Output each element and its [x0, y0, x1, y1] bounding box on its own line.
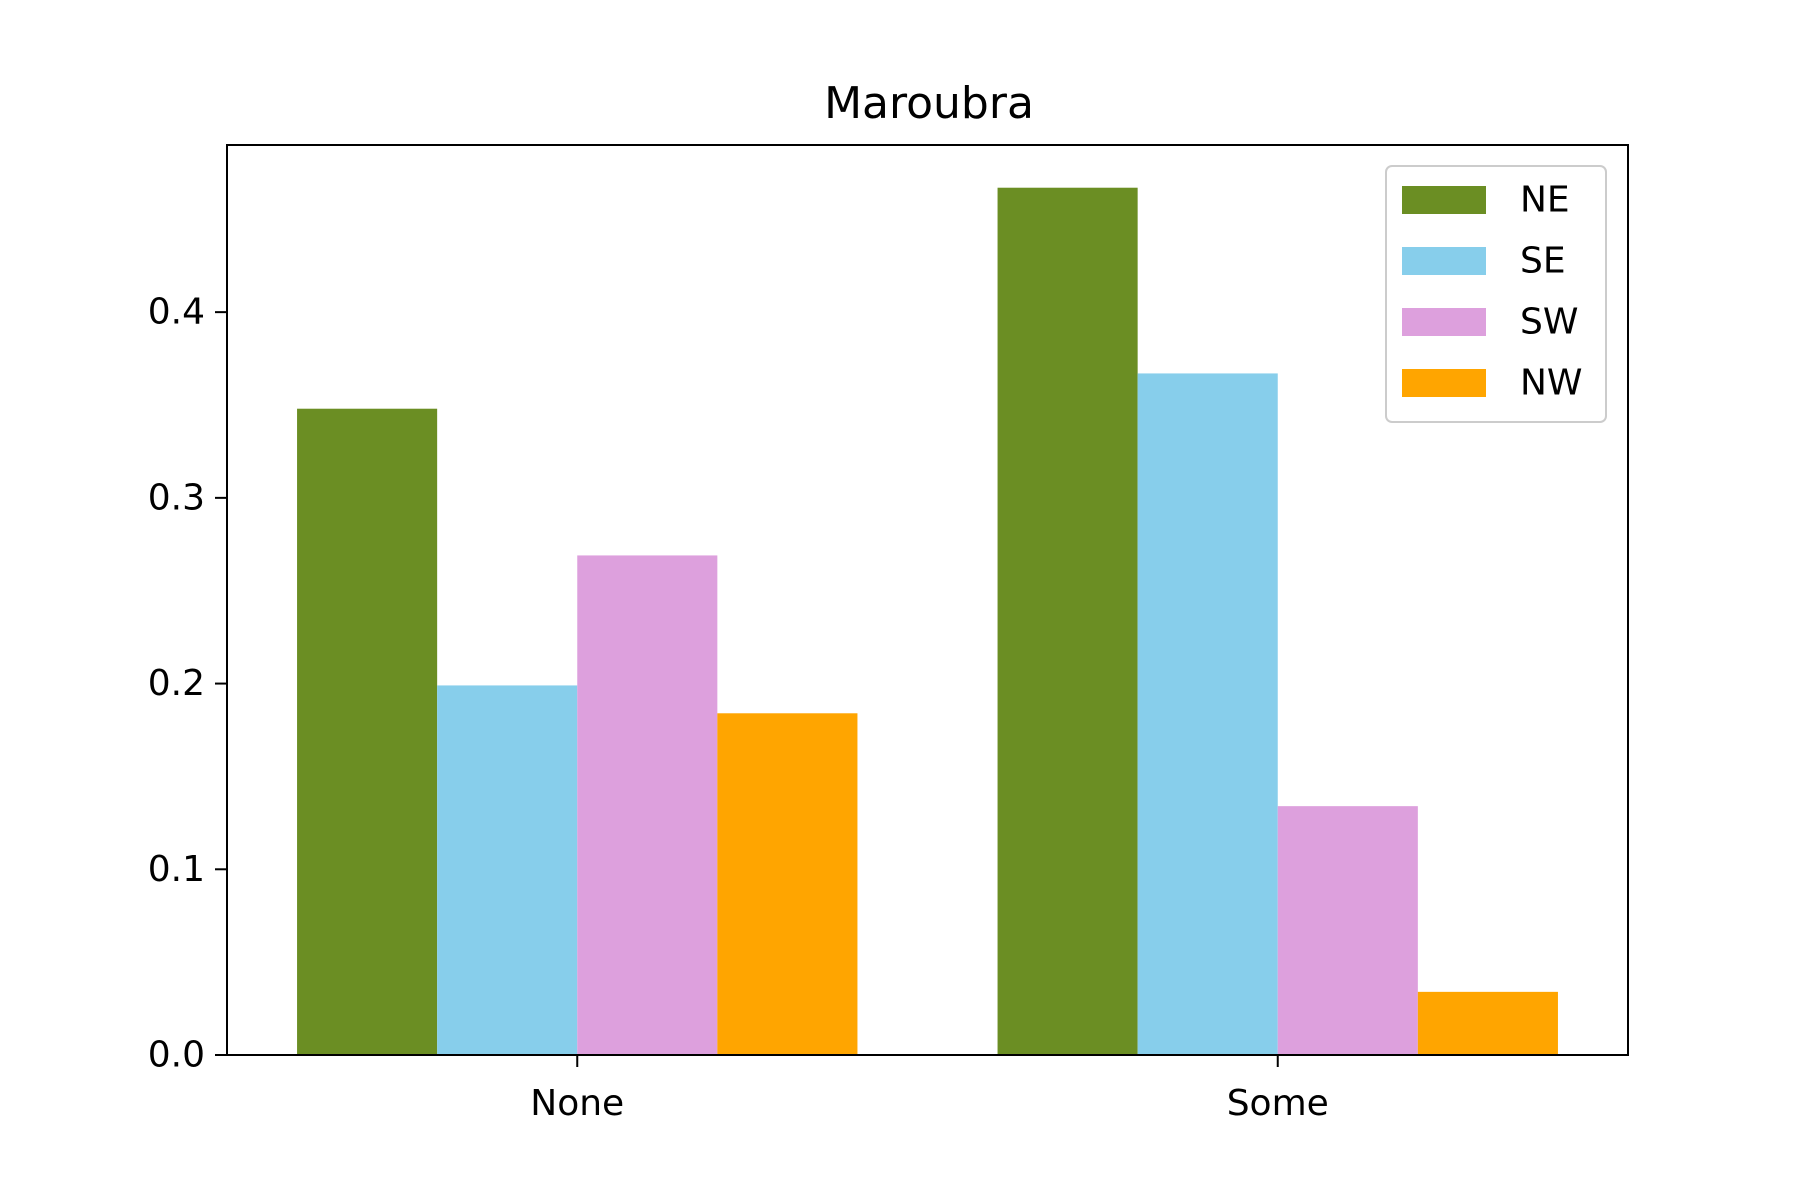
y-axis: 0.0 0.1 0.2 0.3 0.4: [148, 292, 227, 1076]
y-tick-label: 0.3: [148, 477, 205, 518]
bar-nw-some: [1417, 991, 1558, 1055]
y-tick-label: 0.2: [148, 663, 205, 704]
legend-swatch-sw: [1402, 308, 1486, 336]
legend-swatch-nw: [1402, 369, 1486, 397]
plot-frame: [226, 144, 1629, 1056]
bar-sw-some: [1277, 806, 1418, 1055]
x-tick-label: Some: [1227, 1083, 1329, 1124]
y-tick-label: 0.0: [148, 1035, 205, 1076]
legend-swatch-se: [1402, 247, 1486, 275]
x-tick-label: None: [530, 1083, 624, 1124]
bar-ne-some: [997, 187, 1138, 1055]
x-axis: None Some: [530, 1055, 1329, 1124]
legend-label-se: SE: [1520, 241, 1566, 282]
legend-label-sw: SW: [1520, 302, 1578, 343]
legend-label-ne: NE: [1520, 180, 1570, 221]
bars: [297, 187, 1558, 1055]
bar-sw-none: [577, 555, 718, 1055]
chart-title: Maroubra: [824, 78, 1034, 129]
y-tick-label: 0.1: [148, 849, 205, 890]
bar-se-none: [437, 685, 578, 1055]
y-tick-label: 0.4: [148, 292, 205, 333]
legend-swatch-ne: [1402, 186, 1486, 214]
legend: NE SE SW NW: [1385, 165, 1607, 423]
legend-box: [1385, 165, 1607, 423]
bar-nw-none: [717, 713, 858, 1055]
bar-ne-none: [297, 408, 438, 1055]
legend-label-nw: NW: [1520, 363, 1583, 404]
bar-se-some: [1137, 373, 1278, 1055]
